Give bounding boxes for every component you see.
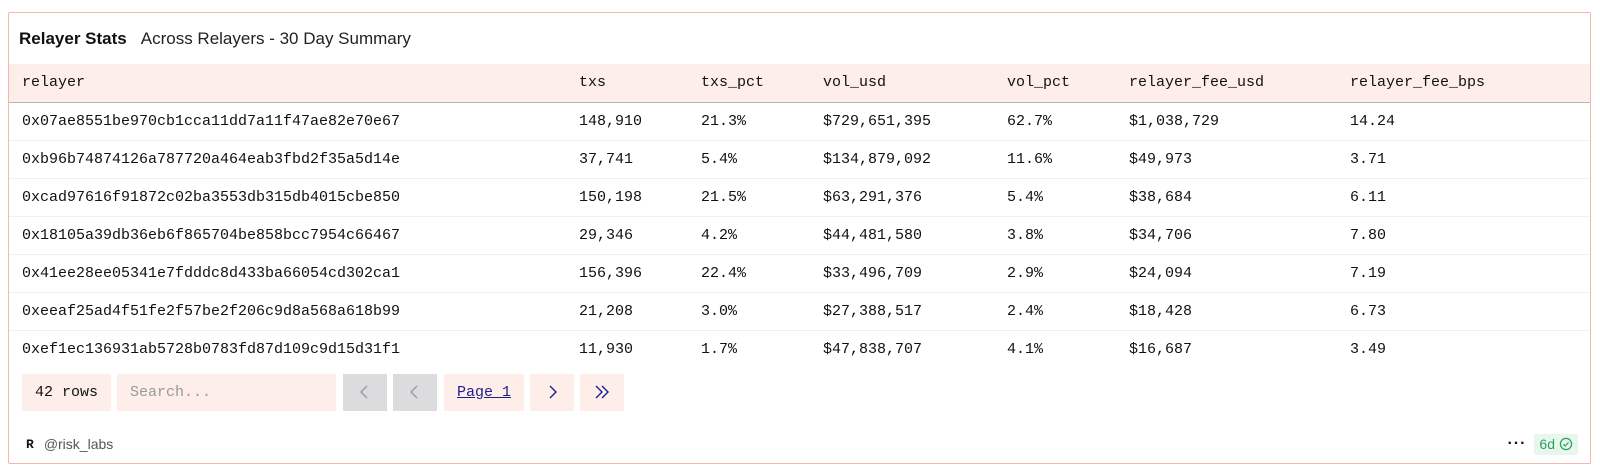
cell-relayer-fee-usd: $16,687 (1129, 340, 1193, 358)
cell-vol-pct: 2.4% (994, 292, 1116, 331)
age-label: 6d (1539, 436, 1555, 452)
chevron-first-icon (360, 385, 368, 399)
column-header-relayer-fee-usd[interactable]: relayer_fee_usd (1116, 64, 1337, 103)
author-link[interactable]: @risk_labs (43, 436, 114, 452)
cell-txs-pct: 5.4% (688, 140, 810, 179)
cell-txs: 156,396 (566, 254, 688, 293)
column-header-vol-usd[interactable]: vol_usd (810, 64, 994, 103)
cell-relayer-fee-usd: $18,428 (1116, 292, 1337, 331)
cell-vol-usd: $27,388,517 (810, 292, 994, 331)
cell-relayer-fee-usd: $38,684 (1116, 178, 1337, 217)
cell-vol-usd: $134,879,092 (810, 140, 994, 179)
cell-relayer-fee-bps: 6.11 (1337, 178, 1590, 217)
cell-txs-pct: 21.3% (688, 102, 810, 141)
table-row: 0xcad97616f91872c02ba3553db315db4015cbe8… (9, 178, 1590, 217)
status-badge[interactable]: 6d (1534, 433, 1578, 455)
cell-vol-pct: 11.6% (994, 140, 1116, 179)
chevron-right-icon (549, 385, 558, 399)
column-header-relayer-fee-bps[interactable]: relayer_fee_bps (1337, 64, 1590, 103)
card-subtitle: Across Relayers - 30 Day Summary (140, 28, 411, 48)
cell-relayer: 0xcad97616f91872c02ba3553db315db4015cbe8… (9, 178, 566, 217)
first-page-button[interactable] (343, 373, 388, 411)
cell-vol-usd: $33,496,709 (810, 254, 994, 293)
table-row: 0xb96b74874126a787720a464eab3fbd2f35a5d1… (9, 140, 1590, 179)
cell-relayer: 0x18105a39db36eb6f865704be858bcc7954c664… (9, 216, 566, 255)
cell-relayer-fee-usd: $24,094 (1116, 254, 1337, 293)
cell-relayer: 0x07ae8551be970cb1cca11dd7a11f47ae82e70e… (9, 102, 566, 141)
table-row: 0x41ee28ee05341e7fdddc8d433ba66054cd302c… (9, 254, 1590, 293)
cell-txs-pct: 21.5% (688, 178, 810, 217)
card-header: Relayer Stats Across Relayers - 30 Day S… (9, 13, 1590, 64)
cell-txs: 11,930 (579, 340, 634, 358)
last-page-button[interactable] (580, 373, 625, 411)
cell-relayer: 0xeeaf25ad4f51fe2f57be2f206c9d8a568a618b… (9, 292, 566, 331)
cell-vol-pct: 2.9% (994, 254, 1116, 293)
cell-txs-pct: 22.4% (688, 254, 810, 293)
more-icon[interactable]: ··· (1507, 435, 1527, 452)
cell-txs-pct: 4.2% (688, 216, 810, 255)
table-row: 0x18105a39db36eb6f865704be858bcc7954c664… (9, 216, 1590, 255)
cell-relayer-fee-bps: 7.19 (1337, 254, 1590, 293)
table-row: 0x07ae8551be970cb1cca11dd7a11f47ae82e70e… (9, 102, 1590, 141)
cell-relayer-fee-usd: $34,706 (1116, 216, 1337, 255)
cell-relayer-fee-bps: 3.49 (1350, 340, 1387, 358)
check-circle-icon (1559, 437, 1573, 451)
cell-relayer-fee-usd: $49,973 (1116, 140, 1337, 179)
search-input[interactable] (117, 373, 337, 411)
cell-vol-pct: 62.7% (994, 102, 1116, 141)
next-page-button[interactable] (530, 373, 575, 411)
cell-relayer-fee-bps: 14.24 (1337, 102, 1590, 141)
card-footer: R @risk_labs ··· 6d (9, 425, 1590, 463)
cell-relayer: 0x41ee28ee05341e7fdddc8d433ba66054cd302c… (9, 254, 566, 293)
cell-txs: 150,198 (566, 178, 688, 217)
cell-relayer: 0xef1ec136931ab5728b0783fd87d109c9d15d31… (22, 340, 401, 358)
avatar[interactable]: R (26, 436, 34, 452)
table-row: 0xeeaf25ad4f51fe2f57be2f206c9d8a568a618b… (9, 292, 1590, 331)
table-header-row: relayer txs txs_pct vol_usd vol_pct relayer_f… (9, 64, 1590, 103)
cell-vol-usd: $729,651,395 (810, 102, 994, 141)
cell-txs: 29,346 (566, 216, 688, 255)
rows-count: 42 rows (22, 373, 112, 411)
column-header-txs-pct[interactable]: txs_pct (688, 64, 810, 103)
cell-vol-pct: 4.1% (1007, 340, 1044, 358)
relayer-table: relayer txs txs_pct vol_usd vol_pct relayer_f… (9, 64, 1590, 368)
cell-vol-usd: $47,838,707 (823, 340, 923, 358)
chevron-left-icon (410, 385, 418, 399)
column-header-txs[interactable]: txs (566, 64, 688, 103)
cell-relayer-fee-bps: 6.73 (1337, 292, 1590, 331)
cell-vol-pct: 3.8% (994, 216, 1116, 255)
pagination-bar: 42 rows Page 1 (9, 373, 1590, 411)
chevron-last-icon (595, 385, 610, 399)
table-body: 0x07ae8551be970cb1cca11dd7a11f47ae82e70e… (9, 102, 1590, 368)
relayer-stats-card: Relayer Stats Across Relayers - 30 Day S… (8, 12, 1591, 464)
cell-vol-usd: $63,291,376 (810, 178, 994, 217)
cell-relayer-fee-bps: 7.80 (1337, 216, 1590, 255)
cell-txs: 148,910 (566, 102, 688, 141)
cell-txs: 37,741 (566, 140, 688, 179)
footer-actions: ··· 6d (1507, 433, 1578, 455)
cell-txs-pct: 1.7% (701, 340, 738, 358)
current-page-link[interactable]: Page 1 (444, 373, 525, 411)
column-header-vol-pct[interactable]: vol_pct (994, 64, 1116, 103)
cell-txs-pct: 3.0% (688, 292, 810, 331)
cell-vol-usd: $44,481,580 (810, 216, 994, 255)
cell-relayer-fee-usd: $1,038,729 (1116, 102, 1337, 141)
cell-relayer: 0xb96b74874126a787720a464eab3fbd2f35a5d1… (9, 140, 566, 179)
prev-page-button[interactable] (393, 373, 438, 411)
table-row: 0xef1ec136931ab5728b0783fd87d109c9d15d31… (9, 330, 1590, 368)
cell-txs: 21,208 (566, 292, 688, 331)
cell-relayer-fee-bps: 3.71 (1337, 140, 1590, 179)
cell-vol-pct: 5.4% (994, 178, 1116, 217)
column-header-relayer[interactable]: relayer (9, 64, 566, 103)
card-title: Relayer Stats (19, 28, 127, 48)
